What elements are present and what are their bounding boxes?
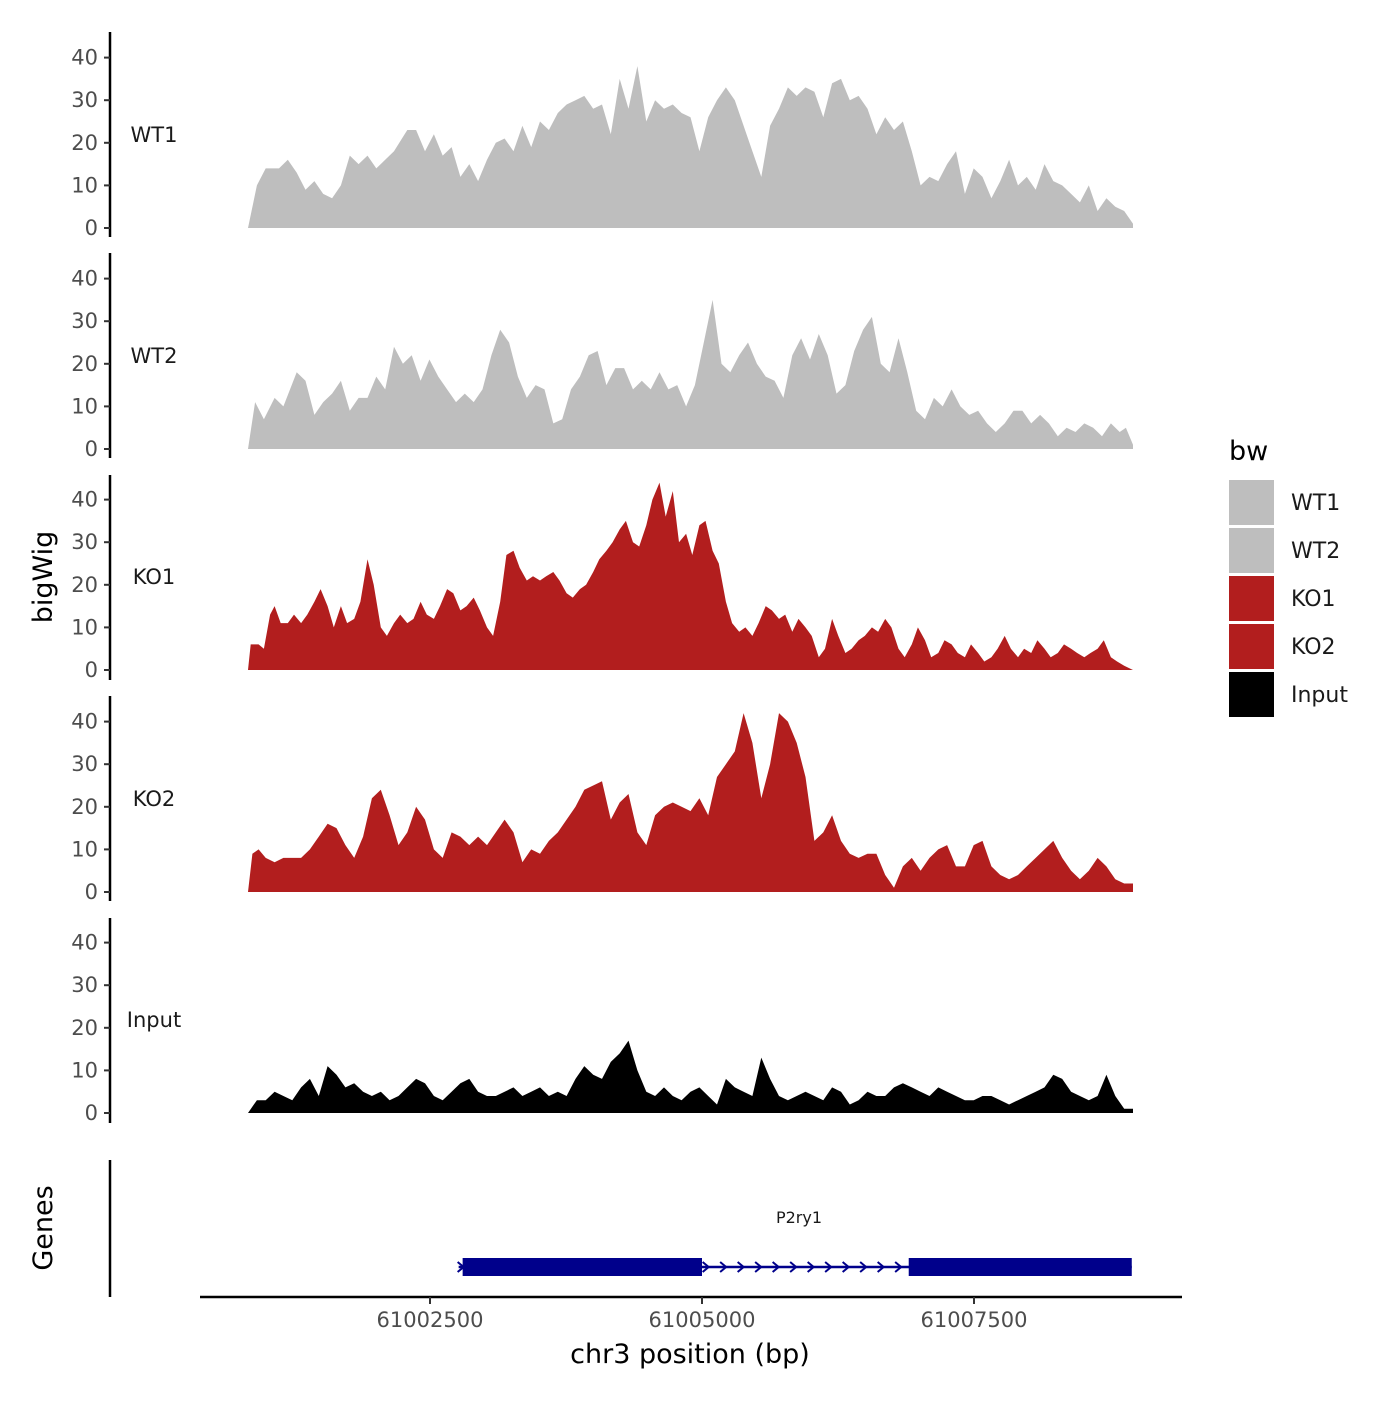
- y-tick-label: 0: [85, 437, 98, 461]
- track-ko2: 0 10 20 30 40 KO2: [71, 696, 1133, 904]
- y-tick-label: 30: [71, 530, 98, 554]
- track-label-ko1: KO1: [133, 565, 176, 589]
- y-tick-label: 20: [71, 795, 98, 819]
- legend-title: bw: [1229, 436, 1268, 467]
- track-label-wt2: WT2: [131, 344, 178, 368]
- gene-exon: [908, 1258, 1132, 1276]
- strand-arrow: [876, 1261, 886, 1273]
- y-tick-label: 20: [71, 352, 98, 376]
- track-wt1: 0 10 20 30 40 WT1: [71, 32, 1133, 240]
- track-label-wt1: WT1: [131, 123, 178, 147]
- strand-arrow: [859, 1261, 868, 1273]
- legend-label-input: Input: [1291, 683, 1348, 708]
- gene-label: P2ry1: [776, 1208, 822, 1227]
- track-label-ko2: KO2: [133, 787, 176, 811]
- strand-arrow: [806, 1261, 816, 1273]
- y-tick-label: 0: [85, 880, 98, 904]
- y-tick-label: 10: [71, 837, 98, 861]
- strand-arrow: [771, 1261, 781, 1273]
- tracks-layer: 0 10 20 30 40 WT1 0 10 20 30 40 WT2 0 10 20 30 40 KO1 0 10 2…: [71, 32, 1133, 1125]
- y-axis-title: bigWig: [28, 531, 59, 624]
- x-axis: 61002500 61005000 61007500: [200, 1295, 1182, 1332]
- strand-arrow: [824, 1261, 833, 1273]
- y-tick-label: 40: [71, 710, 98, 734]
- strand-arrow: [701, 1261, 711, 1273]
- signal-area-ko2: [248, 713, 1133, 892]
- x-axis-title: chr3 position (bp): [570, 1339, 810, 1370]
- legend-label-wt2: WT2: [1291, 539, 1340, 564]
- legend-swatch-ko1: [1229, 576, 1274, 621]
- y-tick-label: 40: [71, 46, 98, 70]
- signal-area-input: [248, 1040, 1133, 1113]
- gene-exon: [462, 1258, 702, 1276]
- genes-track-title: Genes: [28, 1185, 59, 1270]
- legend-swatch-wt1: [1229, 480, 1274, 525]
- x-tick-label: 61005000: [649, 1308, 756, 1332]
- signal-area-ko1: [248, 482, 1133, 670]
- legend-swatch-input: [1229, 672, 1274, 717]
- y-tick-label: 10: [71, 615, 98, 639]
- legend-swatch-wt2: [1229, 528, 1274, 573]
- strand-arrow: [754, 1261, 763, 1273]
- y-tick-label: 20: [71, 573, 98, 597]
- track-input: 0 10 20 30 40 Input: [71, 918, 1133, 1125]
- track-ko1: 0 10 20 30 40 KO1: [71, 475, 1133, 682]
- legend-swatch-ko2: [1229, 624, 1274, 669]
- y-tick-label: 40: [71, 267, 98, 291]
- x-tick-label: 61007500: [921, 1308, 1028, 1332]
- x-tick-label: 61002500: [377, 1308, 484, 1332]
- signal-area-wt2: [248, 299, 1133, 449]
- y-tick-label: 10: [71, 173, 98, 197]
- y-tick-label: 0: [85, 216, 98, 240]
- y-tick-label: 0: [85, 658, 98, 682]
- legend-label-ko1: KO1: [1291, 587, 1336, 612]
- y-tick-label: 30: [71, 88, 98, 112]
- strand-arrow: [894, 1261, 903, 1273]
- y-tick-label: 10: [71, 1058, 98, 1082]
- y-tick-label: 20: [71, 1016, 98, 1040]
- y-tick-label: 30: [71, 309, 98, 333]
- legend-label-wt1: WT1: [1291, 491, 1340, 516]
- y-tick-label: 10: [71, 394, 98, 418]
- genes-track: P2ry1: [108, 1160, 1132, 1297]
- y-tick-label: 0: [85, 1101, 98, 1125]
- track-label-input: Input: [127, 1008, 181, 1032]
- track-wt2: 0 10 20 30 40 WT2: [71, 253, 1133, 461]
- y-tick-label: 40: [71, 931, 98, 955]
- strand-arrow: [841, 1261, 851, 1273]
- y-tick-label: 30: [71, 973, 98, 997]
- y-tick-label: 40: [71, 488, 98, 512]
- legend: bw WT1 WT2 KO1 KO2 Input: [1229, 436, 1348, 717]
- strand-arrow: [719, 1261, 728, 1273]
- y-tick-label: 30: [71, 752, 98, 776]
- legend-label-ko2: KO2: [1291, 635, 1336, 660]
- strand-arrow: [789, 1261, 798, 1273]
- y-tick-label: 20: [71, 131, 98, 155]
- signal-area-wt1: [248, 66, 1133, 228]
- strand-arrow: [736, 1261, 746, 1273]
